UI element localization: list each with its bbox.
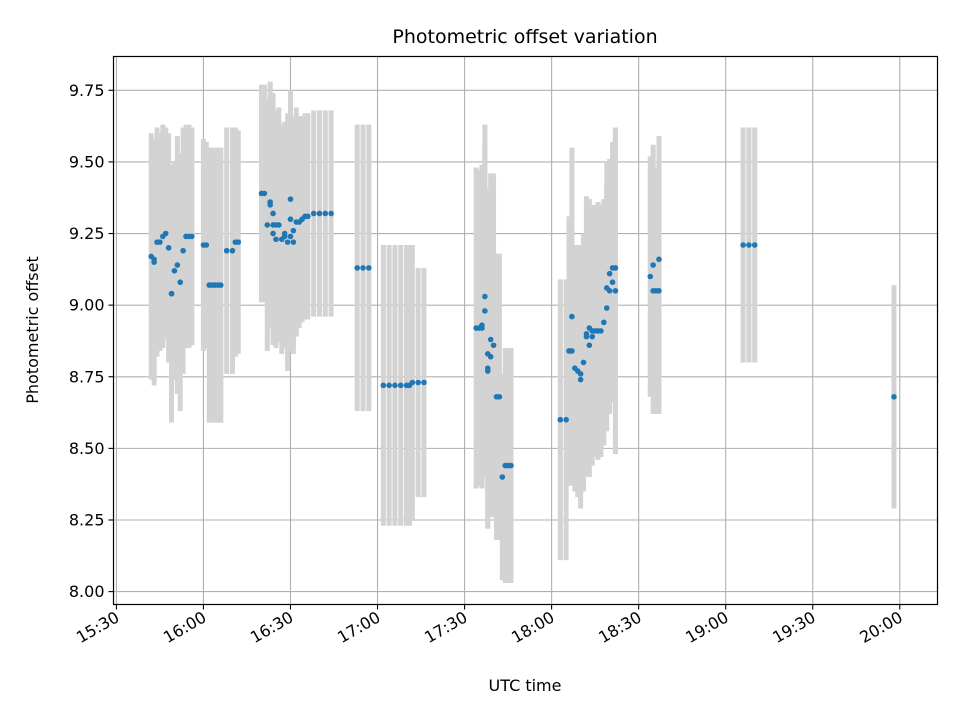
data-point — [366, 265, 372, 271]
data-point — [569, 313, 575, 320]
data-point — [151, 259, 157, 265]
data-point — [177, 279, 184, 286]
data-point — [891, 394, 897, 400]
data-point — [580, 359, 587, 366]
data-point — [203, 242, 210, 248]
data-point — [290, 239, 297, 245]
data-point — [499, 474, 506, 480]
data-point — [606, 288, 613, 294]
data-point — [656, 256, 662, 263]
data-point — [354, 265, 361, 271]
data-point — [168, 290, 175, 297]
y-axis-title: Photometric offset — [23, 256, 42, 404]
y-tick-label: 9.00 — [69, 296, 105, 315]
data-point — [360, 265, 366, 271]
data-point — [328, 210, 334, 217]
data-point — [586, 342, 593, 349]
data-point — [290, 227, 297, 234]
data-point — [603, 305, 610, 311]
data-point — [589, 333, 596, 340]
data-point — [264, 222, 271, 228]
data-point — [189, 233, 195, 240]
data-point — [484, 368, 491, 374]
data-point — [162, 230, 169, 237]
data-point — [508, 462, 514, 469]
chart-title: Photometric offset variation — [392, 26, 657, 48]
data-point — [397, 382, 404, 389]
data-point — [386, 382, 392, 389]
data-point — [322, 210, 329, 217]
data-point — [740, 242, 746, 248]
data-point — [380, 382, 387, 389]
data-point — [157, 239, 163, 245]
data-point — [287, 196, 294, 202]
data-point — [223, 247, 230, 254]
data-point — [609, 279, 616, 286]
data-point — [310, 210, 317, 217]
data-point — [287, 233, 294, 240]
data-point — [612, 265, 619, 271]
data-point — [557, 416, 564, 423]
y-tick-label: 9.75 — [69, 81, 105, 100]
data-point — [583, 330, 590, 337]
data-point — [235, 239, 242, 245]
data-point — [482, 308, 488, 314]
data-point — [305, 213, 311, 220]
data-point — [479, 322, 485, 329]
data-point — [496, 394, 503, 400]
data-point — [218, 282, 224, 288]
data-point — [598, 328, 604, 334]
y-tick-label: 8.25 — [69, 510, 105, 529]
data-point — [487, 336, 494, 343]
data-point — [487, 353, 494, 360]
data-point — [281, 230, 288, 237]
data-point — [316, 210, 323, 217]
data-point — [612, 288, 619, 294]
data-point — [490, 342, 497, 349]
y-tick-label: 8.75 — [69, 367, 105, 386]
data-point — [569, 348, 575, 354]
data-point — [392, 382, 398, 389]
data-point — [482, 293, 488, 300]
y-tick-label: 9.25 — [69, 224, 105, 243]
plot-frame — [112, 55, 939, 606]
data-point — [180, 247, 186, 254]
data-point — [577, 371, 584, 377]
data-point — [270, 230, 276, 237]
y-tick-label: 9.50 — [69, 152, 105, 171]
data-point — [656, 288, 662, 294]
y-tick-label: 8.00 — [69, 582, 105, 601]
data-point — [650, 262, 656, 268]
data-point — [421, 379, 427, 386]
data-point — [171, 267, 178, 274]
data-point — [751, 242, 758, 248]
data-point — [287, 216, 294, 223]
y-tick-label: 8.50 — [69, 439, 105, 458]
data-point — [409, 379, 416, 386]
data-point — [270, 210, 276, 217]
data-point — [746, 242, 752, 248]
data-point — [229, 247, 236, 254]
data-point — [276, 222, 282, 228]
data-point — [273, 236, 279, 243]
data-point — [284, 239, 291, 245]
data-point — [165, 245, 172, 251]
data-point — [647, 273, 654, 280]
data-point — [606, 270, 613, 277]
data-point — [415, 379, 421, 386]
data-point — [601, 319, 607, 326]
data-point — [267, 202, 273, 208]
data-point — [261, 190, 268, 197]
data-point — [577, 376, 584, 383]
data-point — [174, 262, 181, 268]
x-axis-title: UTC time — [489, 676, 562, 695]
data-points — [148, 190, 897, 480]
data-point — [563, 416, 569, 423]
